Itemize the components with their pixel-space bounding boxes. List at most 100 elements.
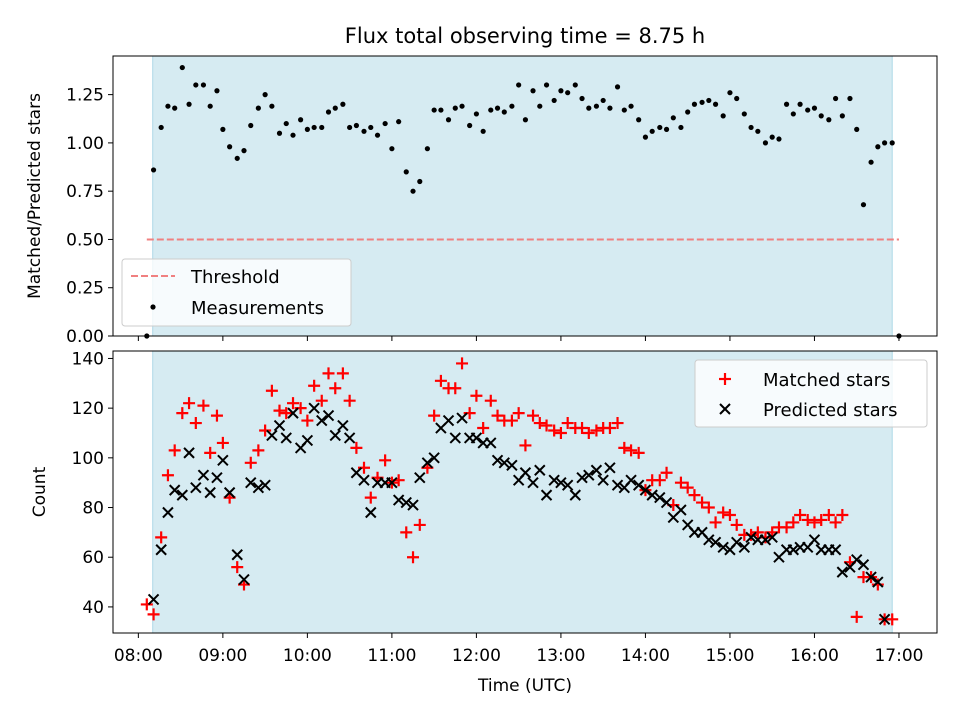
matched-star-point xyxy=(155,531,168,544)
measurement-point xyxy=(248,122,254,129)
matched-star-point xyxy=(322,367,335,380)
bottom-x-tick-label: 08:00 xyxy=(114,646,163,666)
legend-predicted-swatch xyxy=(719,403,731,415)
matched-star-point xyxy=(751,526,764,539)
measurement-point xyxy=(579,95,585,102)
bottom-x-tick-label: 16:00 xyxy=(790,646,839,666)
predicted-star-point xyxy=(865,571,877,583)
measurement-point xyxy=(158,124,164,131)
measurement-point xyxy=(663,126,670,132)
bottom-y-axis: 40 60 80 100 120 140 xyxy=(72,349,113,618)
top-legend: Threshold Measurements xyxy=(121,258,352,327)
measurement-point xyxy=(762,140,769,146)
matched-star-point xyxy=(625,444,638,457)
bottom-y-tick-label: 80 xyxy=(82,499,104,519)
legend-threshold-label: Threshold xyxy=(190,267,280,288)
predicted-star-point xyxy=(534,464,546,476)
predicted-star-point xyxy=(329,429,341,442)
measurement-point xyxy=(368,124,374,131)
bottom-y-tick-label: 140 xyxy=(72,349,104,369)
predicted-star-point xyxy=(646,489,658,501)
bottom-axes-frame xyxy=(112,350,938,634)
matched-star-point xyxy=(561,417,574,430)
measurement-point xyxy=(628,103,634,109)
measurement-point xyxy=(826,117,832,123)
matched-star-point xyxy=(822,508,835,521)
top-y-axis: 0.00 0.25 0.50 0.75 1.00 1.25 xyxy=(66,86,113,347)
predicted-star-point xyxy=(829,544,842,556)
predicted-star-point xyxy=(851,553,863,566)
measurement-point xyxy=(832,95,839,102)
matched-star-point xyxy=(681,481,694,494)
predicted-star-point xyxy=(287,407,299,419)
matched-star-point xyxy=(871,578,884,591)
measurement-point xyxy=(797,101,803,107)
matched-star-point xyxy=(688,489,701,502)
predicted-star-point xyxy=(162,506,174,519)
predicted-star-point xyxy=(392,494,405,506)
bottom-x-tick-label: 11:00 xyxy=(367,646,416,666)
matched-star-point xyxy=(216,436,229,449)
measurement-point xyxy=(304,126,310,132)
matched-star-point xyxy=(484,394,497,407)
bottom-y-tick-label: 120 xyxy=(72,399,104,419)
measurement-point xyxy=(207,103,213,109)
bottom-legend: Matched stars Predicted stars xyxy=(694,359,928,428)
measurement-point xyxy=(438,107,444,113)
matched-star-point xyxy=(829,516,842,529)
bottom-x-tick-label: 12:00 xyxy=(452,646,501,666)
matched-star-point xyxy=(287,397,300,410)
matched-star-point xyxy=(176,407,189,420)
matched-star-point xyxy=(554,426,567,439)
matched-star-point xyxy=(280,407,293,420)
matched-star-point xyxy=(590,424,603,437)
measurement-point xyxy=(165,103,171,109)
measurement-point xyxy=(657,124,663,131)
matched-star-point xyxy=(801,513,814,526)
measurement-point xyxy=(847,95,853,102)
measurement-point xyxy=(361,128,367,134)
measurement-point xyxy=(860,202,867,208)
top-panel: Flux total observing time = 8.75 h 0.000… xyxy=(25,24,938,347)
measurement-point xyxy=(593,103,600,109)
bottom-y-tick-label: 100 xyxy=(72,449,104,469)
predicted-star-point xyxy=(519,467,532,479)
predicted-star-point xyxy=(717,541,729,553)
matched-star-point xyxy=(204,446,217,459)
predicted-star-point xyxy=(280,432,292,444)
matched-star-point xyxy=(717,506,730,519)
top-legend-box xyxy=(121,258,352,327)
bottom-y-axis-label: Count xyxy=(30,466,50,517)
predicted-star-point xyxy=(190,481,202,494)
measurement-point xyxy=(748,124,754,131)
top-y-tick-label: 1.25 xyxy=(66,86,104,106)
measurement-point xyxy=(241,148,247,154)
matched-star-point xyxy=(808,516,821,529)
predicted-star-point xyxy=(176,489,189,501)
matched-star-point xyxy=(660,466,673,479)
matched-star-point xyxy=(407,551,420,564)
measurement-point xyxy=(290,132,296,138)
measurement-point xyxy=(691,101,698,107)
measurement-point xyxy=(839,113,845,119)
predicted-star-point xyxy=(231,549,243,561)
matched-star-point xyxy=(886,613,899,626)
bottom-y-tick-label: 40 xyxy=(82,598,104,618)
predicted-star-point xyxy=(470,432,483,444)
measurement-point xyxy=(783,101,790,107)
bottom-x-axis-label: Time (UTC) xyxy=(477,676,572,696)
predicted-star-point xyxy=(428,452,440,464)
matched-star-point xyxy=(244,456,257,469)
matched-star-point xyxy=(709,516,722,529)
measurement-point xyxy=(276,130,283,136)
measurement-point xyxy=(699,99,705,105)
matched-star-point xyxy=(183,397,196,410)
predicted-star-point xyxy=(597,474,609,486)
predicted-star-point xyxy=(675,504,687,516)
legend-measurements-swatch xyxy=(150,304,156,310)
predicted-star-point xyxy=(147,593,160,606)
predicted-star-point xyxy=(449,432,461,444)
measurement-point xyxy=(776,136,782,142)
matched-star-point xyxy=(336,367,349,380)
